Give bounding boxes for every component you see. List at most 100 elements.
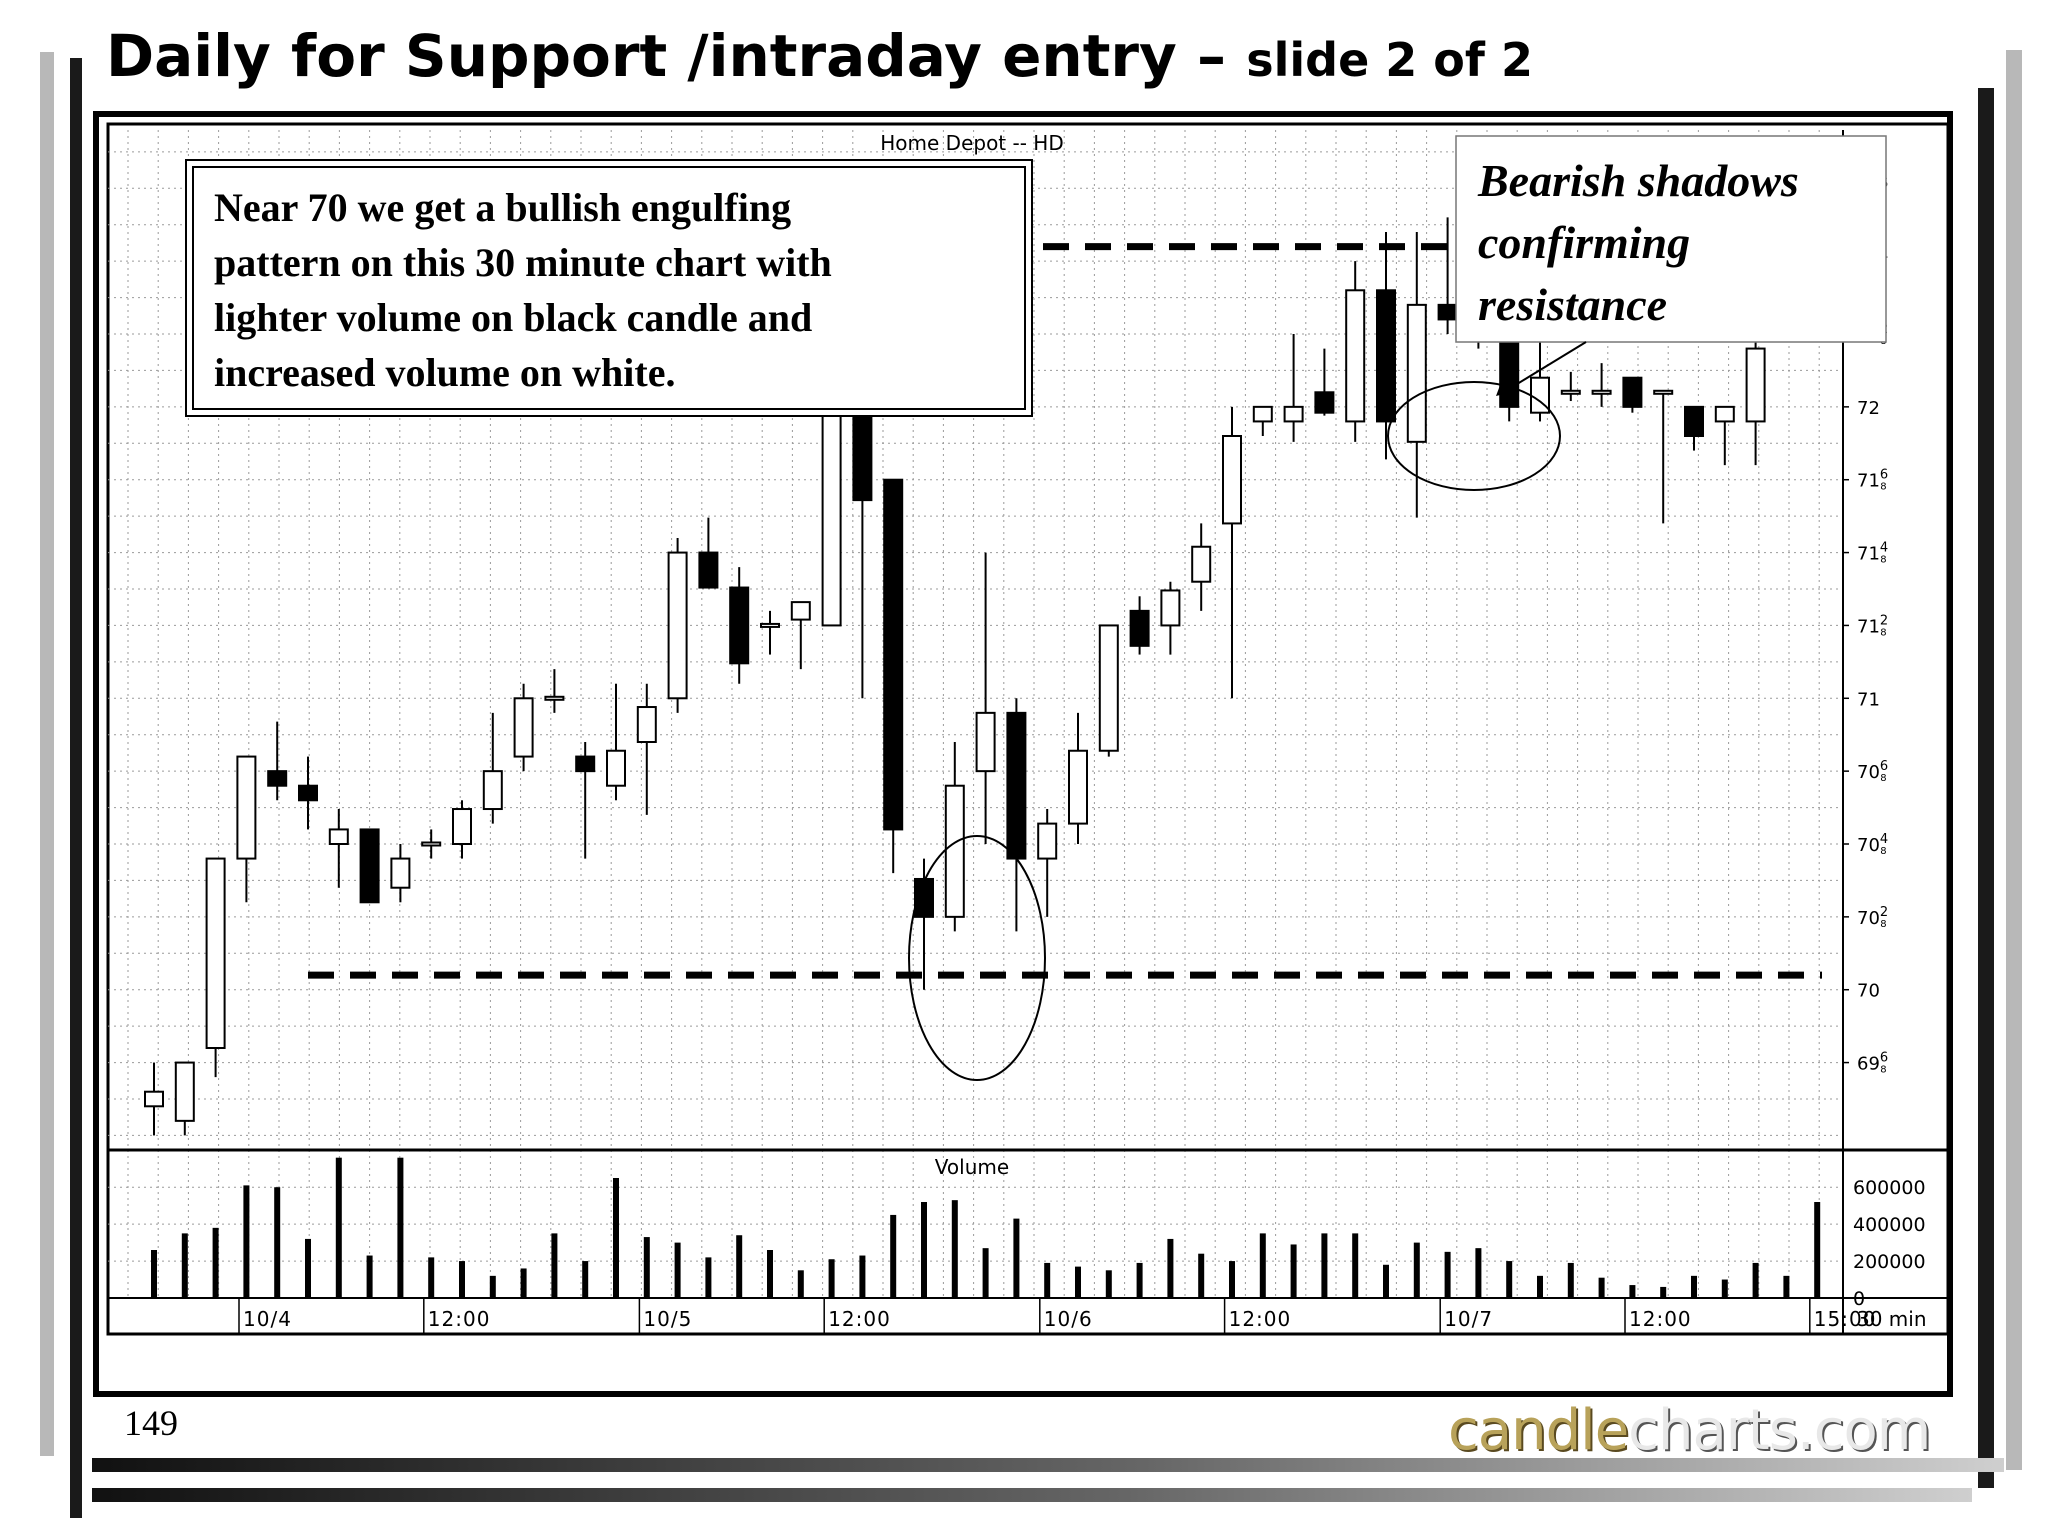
- volume-tick-label: 400000: [1853, 1214, 1926, 1236]
- volume-bar: [828, 1259, 835, 1298]
- bullish-candle: [760, 622, 780, 628]
- volume-bar: [212, 1227, 219, 1298]
- shadows-note-line: Bearish shadows: [1478, 155, 1799, 206]
- x-axis-label: 12:00: [828, 1307, 891, 1331]
- annotation-arrow-line: [1503, 341, 1587, 393]
- shadows-note: Bearish shadows confirming resistance: [1478, 150, 1898, 336]
- volume-title: Volume: [935, 1155, 1009, 1179]
- bearish-candle: [883, 478, 904, 831]
- volume-bar: [1814, 1202, 1821, 1298]
- volume-bar: [1691, 1275, 1697, 1298]
- bullish-candle: [513, 697, 534, 758]
- bearish-candle: [1129, 609, 1150, 647]
- slide-title-sub: slide 2 of 2: [1246, 33, 1533, 87]
- frame-bar: [92, 1488, 1972, 1502]
- price-tick-label: 72: [1857, 398, 1880, 419]
- price-tick-label: 704 8: [1857, 832, 1888, 857]
- bullish-candle: [1252, 405, 1273, 423]
- volume-bar: [982, 1248, 989, 1298]
- volume-bar: [1475, 1248, 1482, 1298]
- volume-bar: [489, 1275, 496, 1298]
- volume-bar: [1044, 1262, 1051, 1298]
- bearish-candle: [1437, 303, 1458, 321]
- bullish-candle: [390, 857, 411, 889]
- bullish-candle: [667, 551, 688, 700]
- bearish-candle: [1314, 391, 1335, 414]
- volume-bar: [1383, 1264, 1389, 1298]
- shadows-note-line: confirming: [1478, 217, 1691, 268]
- chart-frame: [106, 122, 1950, 1336]
- bullish-candle: [944, 784, 965, 918]
- volume-bar: [1567, 1262, 1574, 1298]
- slide-title-main: Daily for Support /intraday entry –: [106, 22, 1247, 90]
- volume-bar: [1629, 1285, 1636, 1298]
- bullish-candle: [174, 1061, 195, 1122]
- bullish-candle: [452, 808, 472, 845]
- price-tick-label: 696 8: [1857, 1051, 1888, 1076]
- frame-bar: [1978, 88, 1994, 1488]
- bullish-candle: [1591, 389, 1612, 395]
- price-tick-label: 714 8: [1857, 541, 1888, 566]
- bullish-candle: [1653, 389, 1674, 395]
- x-axis-label: 10/4: [243, 1307, 292, 1331]
- engulfing-note-line: Near 70 we get a bullish engulfing: [214, 185, 792, 230]
- bearish-candle: [914, 877, 934, 918]
- bullish-engulfing-ellipse: [908, 835, 1046, 1081]
- volume-bar: [1136, 1262, 1143, 1298]
- x-axis-label: 15:00: [1814, 1307, 1877, 1331]
- volume-bar: [181, 1233, 188, 1298]
- volume-bar: [1229, 1261, 1235, 1298]
- engulfing-note-line: increased volume on white.: [214, 350, 676, 395]
- volume-tick-label: 600000: [1853, 1177, 1926, 1199]
- bullish-candle: [1714, 405, 1735, 423]
- x-axis-label: 12:00: [1629, 1307, 1692, 1331]
- volume-bar: [1721, 1279, 1728, 1298]
- bullish-candle: [790, 601, 811, 621]
- bearish-candle: [359, 828, 380, 904]
- volume-bar: [305, 1238, 311, 1298]
- bullish-candle: [236, 755, 257, 860]
- bullish-candle: [1191, 545, 1212, 583]
- bearish-candle: [298, 784, 318, 802]
- price-tick-label: 716 8: [1857, 468, 1888, 493]
- x-axis-label: 12:00: [1229, 1307, 1292, 1331]
- volume-bar: [1352, 1233, 1359, 1298]
- shadows-note-frame: [1455, 135, 1887, 343]
- price-tick-label: 706 8: [1857, 759, 1888, 784]
- volume-bar: [551, 1233, 558, 1298]
- volume-bar: [951, 1200, 958, 1298]
- price-tick-label: 70: [1857, 981, 1880, 1002]
- volume-bar: [1413, 1242, 1420, 1298]
- frame-bar: [70, 58, 82, 1518]
- bullish-candle: [1406, 303, 1427, 443]
- volume-bar: [643, 1237, 650, 1298]
- volume-bar: [459, 1261, 465, 1298]
- bullish-candle: [421, 841, 442, 847]
- bullish-candle: [1283, 405, 1304, 423]
- engulfing-note-line: lighter volume on black candle and: [214, 295, 813, 340]
- volume-bar: [274, 1187, 281, 1298]
- bearish-candle: [1006, 711, 1027, 860]
- x-axis-label: 10/5: [643, 1307, 692, 1331]
- bullish-candle: [1345, 289, 1366, 423]
- volume-bar: [767, 1250, 773, 1298]
- volume-bar: [151, 1250, 157, 1298]
- bearish-candle: [729, 586, 750, 665]
- frame-bar: [2006, 50, 2022, 1470]
- bullish-candle: [205, 857, 226, 1049]
- volume-bar: [1506, 1261, 1513, 1298]
- page-number: 149: [124, 1403, 178, 1443]
- bullish-candle: [975, 711, 996, 773]
- volume-bar: [520, 1268, 527, 1298]
- price-tick-label: 712 8: [1857, 613, 1888, 638]
- logo-part-candle: candle: [1448, 1398, 1629, 1463]
- volume-bar: [1321, 1233, 1328, 1298]
- candlecharts-logo: candlecharts.com: [1448, 1398, 1931, 1463]
- bullish-candle: [328, 828, 349, 846]
- x-axis-label: 10/7: [1444, 1307, 1493, 1331]
- volume-bar: [1167, 1238, 1174, 1298]
- volume-bar: [1598, 1277, 1605, 1298]
- engulfing-note-frame: [185, 159, 1033, 417]
- bullish-candle: [636, 706, 657, 743]
- bullish-candle: [544, 695, 565, 701]
